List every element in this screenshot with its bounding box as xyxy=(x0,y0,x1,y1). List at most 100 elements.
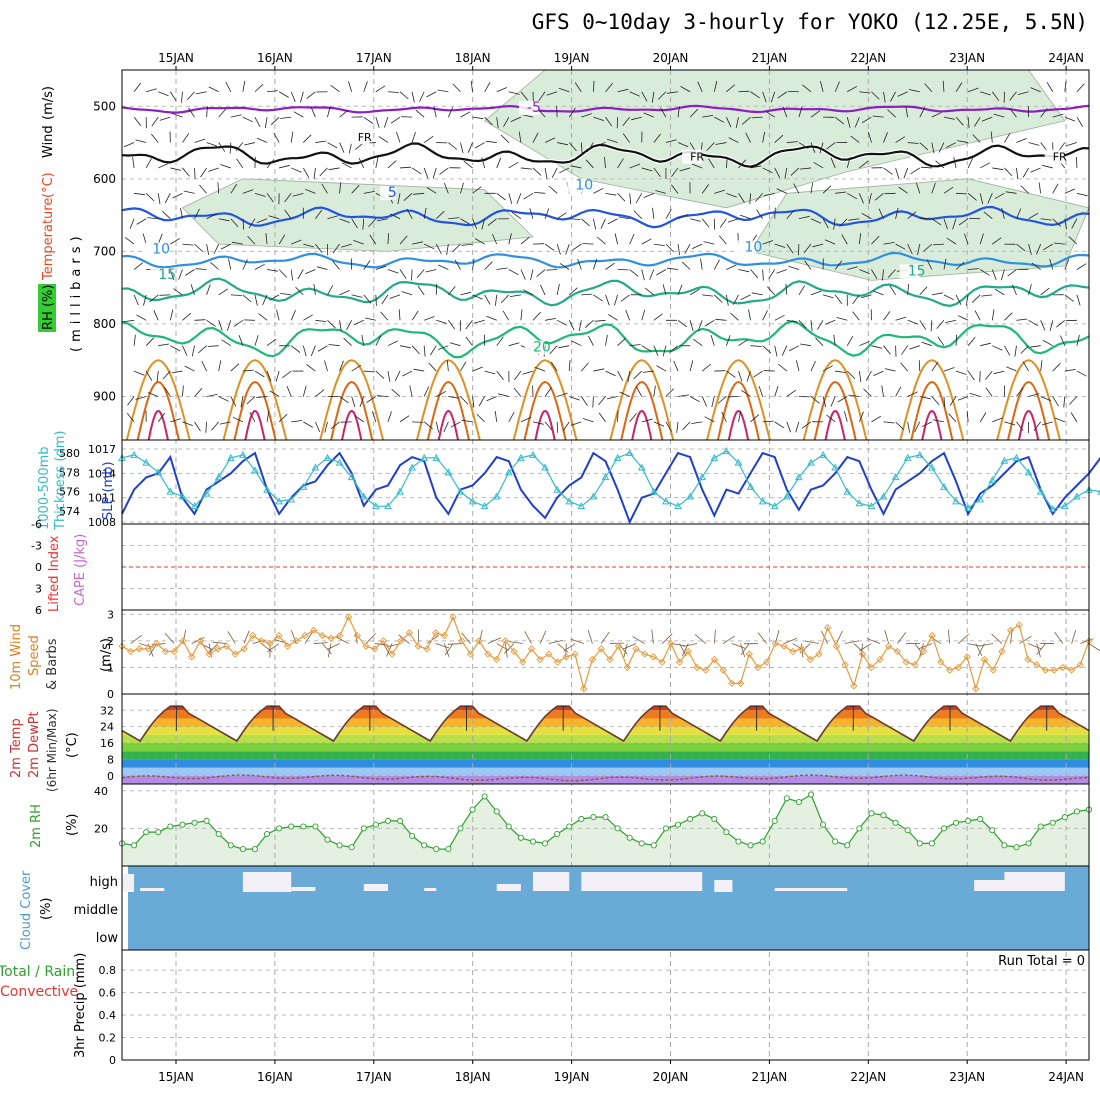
wind-barb xyxy=(790,167,800,176)
thickness-marker xyxy=(674,502,682,510)
wind-barb xyxy=(188,107,195,118)
rh2m-unit: (%) xyxy=(65,814,80,837)
warm-temperature-contour xyxy=(921,409,943,440)
wind-barb xyxy=(916,182,921,194)
wind-barb xyxy=(158,343,170,347)
wind-speed-marker xyxy=(571,650,579,658)
wind-barb xyxy=(861,116,872,124)
rh2m-marker xyxy=(662,825,669,832)
rh2m-marker xyxy=(687,815,694,823)
wind-barb xyxy=(937,336,945,346)
wind-barb xyxy=(958,218,969,226)
wind-barb xyxy=(858,371,862,383)
rh-tick-label: 40 xyxy=(94,785,108,798)
wind-speed-marker xyxy=(815,650,823,658)
chart-title: GFS 0~10day 3-hourly for YOKO (12.25E, 5… xyxy=(531,10,1088,34)
wind-barb xyxy=(208,167,219,172)
wind-barb xyxy=(532,311,541,321)
wind-barb xyxy=(980,342,991,347)
wind-barb xyxy=(841,234,848,245)
wind-barb xyxy=(907,211,917,220)
thickness-marker xyxy=(831,463,840,471)
temp-tick-label: 8 xyxy=(107,753,114,766)
wind-barb xyxy=(315,140,327,143)
wind-barb xyxy=(412,421,424,423)
wind-speed-marker xyxy=(135,645,144,653)
wind-barb xyxy=(423,207,427,219)
wind-barb xyxy=(641,269,645,281)
wind-barb xyxy=(593,258,598,270)
wind-barb xyxy=(206,213,217,220)
wind-barb xyxy=(361,334,365,346)
wind-barb xyxy=(327,285,334,296)
thickness-marker xyxy=(795,473,803,481)
rh2m-marker xyxy=(916,840,923,847)
wind-speed-marker xyxy=(458,637,466,645)
pressure-axis-label: (millibars) xyxy=(69,231,84,352)
rh2m-marker xyxy=(650,842,657,849)
surface-wind-barb xyxy=(623,643,628,658)
wind-barb xyxy=(171,113,183,118)
wind-barb xyxy=(580,396,588,406)
surface-wind-barb xyxy=(444,643,454,656)
wind-barb xyxy=(558,345,570,349)
wind-barb xyxy=(432,167,437,179)
wind-barb xyxy=(598,396,606,406)
wind-barb xyxy=(417,285,425,296)
wind-barb xyxy=(162,210,171,220)
wind-barb xyxy=(883,345,891,355)
wind-barb xyxy=(184,365,195,372)
wind-barb xyxy=(868,131,872,143)
wind-barb xyxy=(206,394,218,397)
thickness-marker xyxy=(275,497,283,505)
pressure-tick-label: 500 xyxy=(93,99,116,113)
wind-barb xyxy=(1052,183,1059,194)
wind-speed-marker xyxy=(876,655,884,664)
wind-barb xyxy=(655,190,667,194)
clear-sky-segment xyxy=(496,884,521,891)
wind-barb xyxy=(1046,82,1054,92)
rh2m-marker xyxy=(542,840,549,847)
wind-barb xyxy=(774,207,776,219)
wind-barb xyxy=(993,113,1005,118)
wind-barb xyxy=(324,360,328,372)
wind-barb xyxy=(332,260,340,270)
wind-speed-marker xyxy=(641,650,649,658)
rh2m-marker xyxy=(227,842,234,849)
contour-label: 10 xyxy=(745,239,763,255)
wind-speed-marker xyxy=(127,647,135,656)
wind-speed-marker xyxy=(841,661,849,669)
bottom-date-label: 17JAN xyxy=(356,1070,392,1084)
wind-speed-marker xyxy=(318,631,327,640)
wind-barb xyxy=(763,192,775,196)
wind-barb xyxy=(467,142,473,153)
wind-barb xyxy=(971,294,981,303)
wind-barb xyxy=(279,164,290,169)
wind-tick-label: 3 xyxy=(107,608,114,621)
wind-barb xyxy=(979,233,984,245)
wind-barb xyxy=(749,193,751,205)
wind-barb xyxy=(375,370,385,379)
thickness-marker xyxy=(915,450,924,458)
wind-barb xyxy=(227,320,232,331)
warm-temperature-contour xyxy=(534,409,556,440)
wind-barb xyxy=(956,192,968,195)
wind-barb xyxy=(593,187,604,194)
wind-barb xyxy=(991,309,995,321)
wind-barb xyxy=(895,136,906,143)
rh2m-marker xyxy=(1073,808,1080,815)
wind-barb xyxy=(127,396,135,406)
warm-temperature-contour xyxy=(631,409,653,440)
wind-barb xyxy=(280,116,292,119)
wind-barb xyxy=(919,320,927,330)
wind10m-panel xyxy=(121,609,1090,695)
wind-barb xyxy=(548,185,558,194)
wind-barb xyxy=(306,364,316,372)
wind-barb xyxy=(1031,262,1041,270)
wind-barb xyxy=(256,218,268,224)
wind-barb xyxy=(218,288,229,296)
wind-speed-marker xyxy=(214,645,222,653)
rh2m-marker xyxy=(892,819,899,826)
wind-barb xyxy=(774,243,786,248)
top-date-label: 17JAN xyxy=(356,51,392,65)
